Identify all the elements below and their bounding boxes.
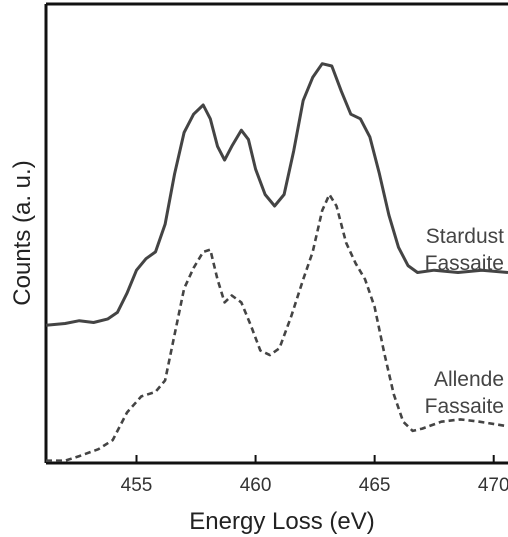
series-labels: Stardust Fassaite Allende Fassaite [425,225,505,418]
x-tick-label-470: 470 [478,475,508,496]
x-ticks: 455 460 465 470 [121,455,508,496]
series-label-stardust-fassaite-line-2: Fassaite [425,252,504,275]
series-layer [45,62,508,462]
series-line-allende-fassaite [46,193,508,462]
series-label-allende-fassaite-line-1: Allende [434,368,504,391]
plot-frame [44,2,508,465]
x-axis-title: Energy Loss (eV) [189,508,374,535]
series-label-allende-fassaite-line-2: Fassaite [425,395,504,418]
x-tick-label-460: 460 [240,475,272,496]
x-tick-label-455: 455 [121,475,153,496]
y-axis-title: Counts (a. u.) [9,160,36,305]
series-line-stardust-fassaite [45,62,508,327]
series-label-stardust-fassaite-line-1: Stardust [426,225,504,248]
x-tick-label-465: 465 [359,475,391,496]
